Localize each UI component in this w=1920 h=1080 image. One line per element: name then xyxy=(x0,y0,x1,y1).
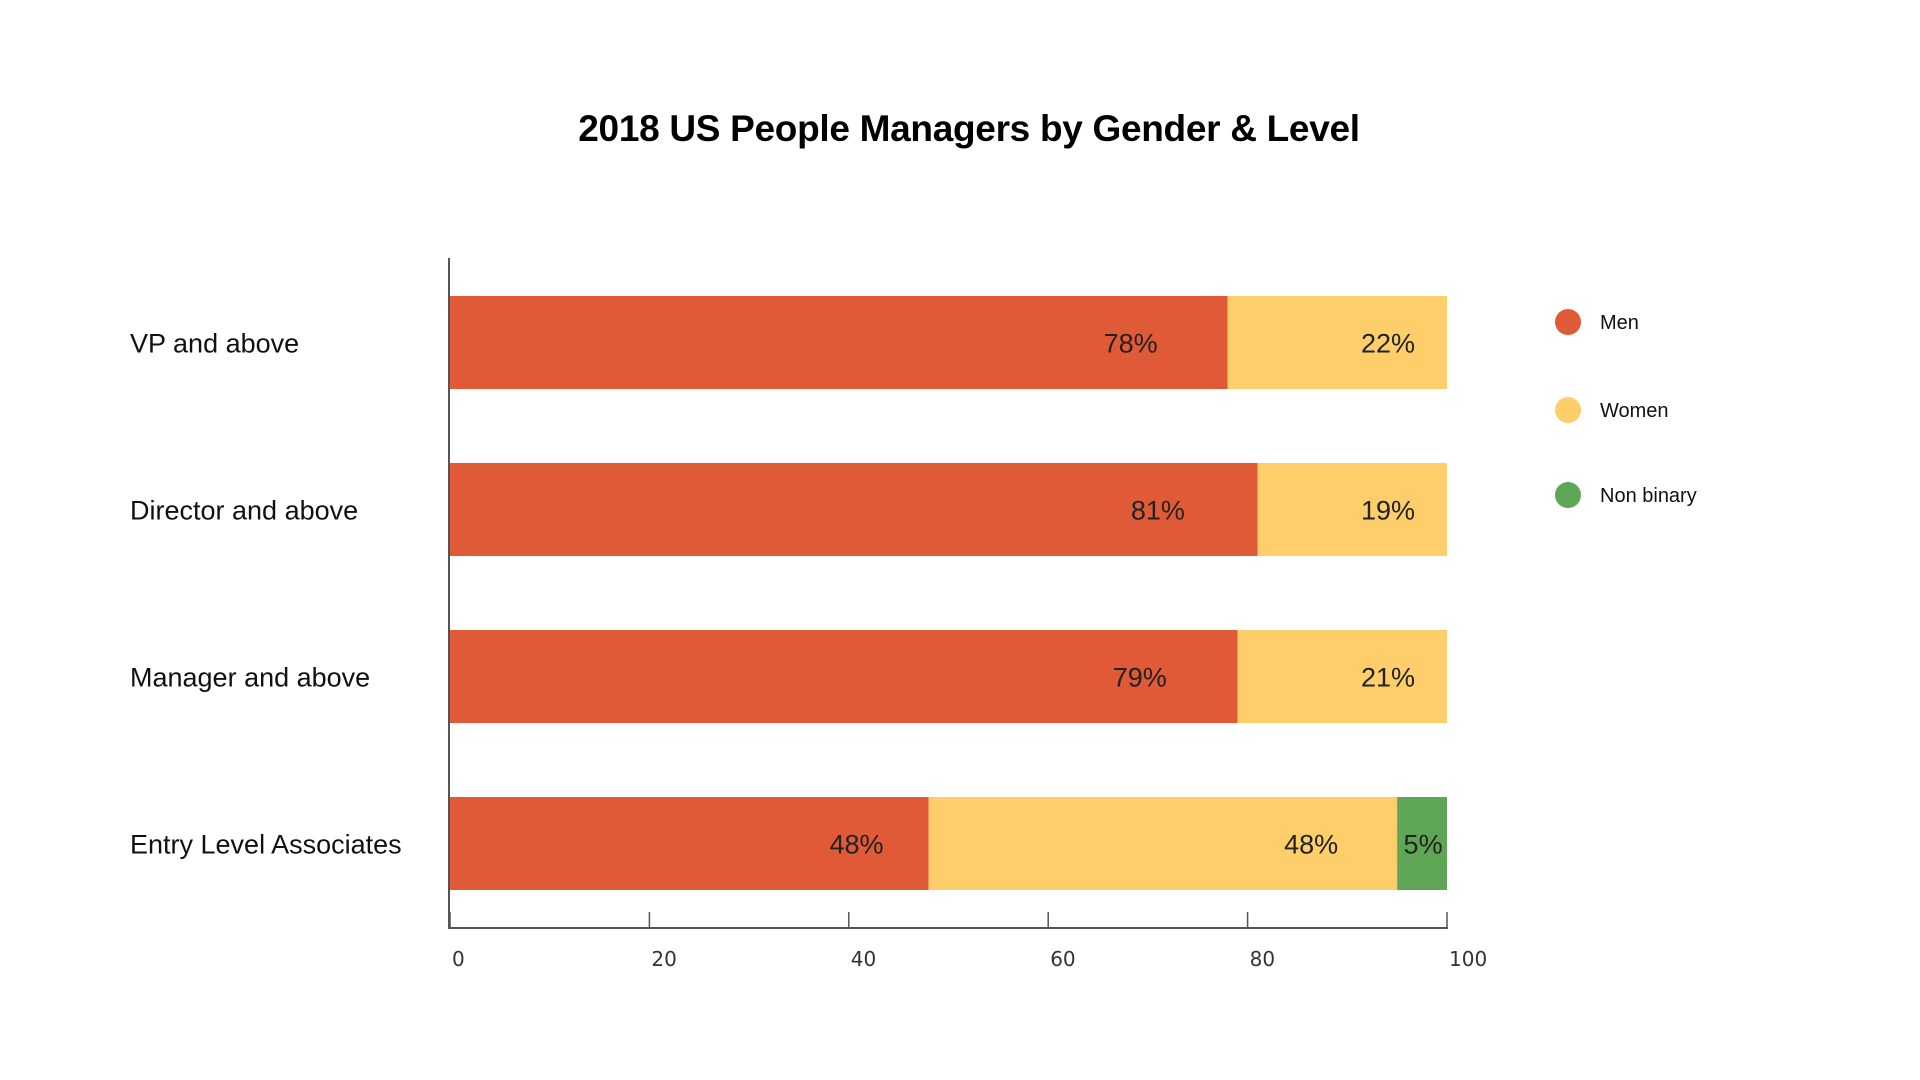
legend-label: Men xyxy=(1600,312,1639,334)
category-label: Director and above xyxy=(130,496,358,526)
x-tick-label: 40 xyxy=(851,947,876,971)
bar-segment-women xyxy=(928,797,1398,890)
x-tick-label: 0 xyxy=(452,947,465,971)
value-label: 48% xyxy=(1284,830,1338,860)
value-label: 19% xyxy=(1361,496,1415,526)
value-label: 48% xyxy=(830,830,884,860)
bar-segment-women xyxy=(1227,296,1447,389)
value-label: 79% xyxy=(1113,663,1167,693)
chart-title: 2018 US People Managers by Gender & Leve… xyxy=(578,108,1360,149)
value-label: 81% xyxy=(1131,496,1185,526)
bar-segment-men xyxy=(450,630,1238,723)
category-label: Manager and above xyxy=(130,663,370,693)
bar-segment-women xyxy=(1237,630,1447,723)
bar-segment-men xyxy=(450,463,1258,556)
bar-segment-men xyxy=(450,296,1228,389)
value-label: 5% xyxy=(1404,830,1443,860)
legend-label: Non binary xyxy=(1600,485,1697,507)
bar-segment-non-binary xyxy=(1397,797,1447,890)
legend-marker-women xyxy=(1555,397,1581,423)
x-tick-label: 100 xyxy=(1449,947,1487,971)
bar-segment-men xyxy=(450,797,929,890)
value-label: 22% xyxy=(1361,329,1415,359)
bar-segment-women xyxy=(1257,463,1447,556)
x-tick-label: 60 xyxy=(1050,947,1075,971)
x-tick-label: 80 xyxy=(1250,947,1275,971)
legend-label: Women xyxy=(1600,400,1669,422)
legend-marker-non-binary xyxy=(1555,482,1581,508)
category-label: VP and above xyxy=(130,329,299,359)
value-label: 21% xyxy=(1361,663,1415,693)
category-label: Entry Level Associates xyxy=(130,830,402,860)
legend-marker-men xyxy=(1555,309,1581,335)
x-tick-label: 20 xyxy=(651,947,676,971)
value-label: 78% xyxy=(1104,329,1158,359)
